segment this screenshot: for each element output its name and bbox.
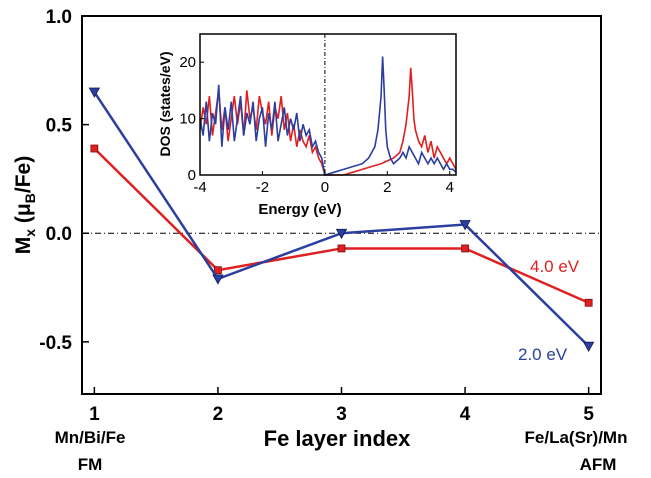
inset-x-axis-label: Energy (eV) bbox=[258, 201, 341, 218]
inset-y-tick-label: 0 bbox=[188, 167, 196, 184]
data-point-4ev bbox=[214, 266, 222, 275]
inset-y-tick-label: 10 bbox=[179, 111, 196, 128]
inset-x-tick-label: 0 bbox=[321, 179, 329, 196]
main-x-tick-label: 2 bbox=[213, 404, 224, 425]
main-x-axis-label: Fe layer index bbox=[264, 426, 412, 451]
main-y-tick-label: 1.0 bbox=[46, 7, 72, 28]
main-y-tick-label: 0.5 bbox=[46, 116, 73, 137]
main-x-tick-label: 5 bbox=[583, 404, 594, 425]
main-x-ticks: 1 2 3 4 5 bbox=[89, 387, 594, 425]
inset-frame bbox=[199, 33, 457, 176]
data-point-2ev bbox=[335, 228, 348, 240]
main-x-tick-label: 1 bbox=[89, 404, 100, 425]
data-point-4ev bbox=[337, 244, 346, 253]
inset-y-axis-label: DOS (states/eV) bbox=[157, 51, 173, 156]
inset-y-ticks: 0 10 20 bbox=[179, 54, 204, 184]
main-series bbox=[88, 87, 595, 353]
right-magnetic-order-label: AFM bbox=[580, 455, 617, 474]
left-magnetic-order-label: FM bbox=[78, 455, 103, 474]
main-x-tick-label: 4 bbox=[460, 404, 471, 425]
main-y-ticks: 1.0 0.5 0.0 -0.5 bbox=[39, 7, 89, 354]
inset-y-tick-label: 20 bbox=[179, 54, 196, 71]
data-point-4ev bbox=[90, 144, 99, 153]
main-x-tick-label: 3 bbox=[336, 404, 347, 425]
inset-x-tick-label: -4 bbox=[193, 179, 206, 196]
data-point-2ev bbox=[212, 274, 224, 285]
inset-dos-curve-red bbox=[199, 67, 457, 176]
series-label-2ev: 2.0 eV bbox=[518, 345, 568, 364]
main-y-tick-label: 0.0 bbox=[46, 224, 72, 245]
inset-x-ticks: -4 -2 0 2 4 bbox=[193, 171, 454, 196]
inset-dos-curve-blue bbox=[199, 56, 457, 177]
data-point-2ev bbox=[582, 341, 595, 353]
right-interface-label: Fe/La(Sr)/Mn bbox=[525, 428, 628, 447]
series-label-4ev: 4.0 eV bbox=[530, 257, 580, 276]
data-point-2ev bbox=[459, 220, 471, 231]
data-point-2ev bbox=[88, 87, 101, 98]
left-interface-label: Mn/Bi/Fe bbox=[55, 428, 126, 447]
inset-series bbox=[199, 56, 457, 177]
data-point-4ev bbox=[461, 244, 469, 253]
main-y-axis-label: Mx (μB/Fe) bbox=[12, 156, 38, 254]
data-point-4ev bbox=[584, 298, 593, 307]
inset-x-tick-label: 2 bbox=[383, 179, 391, 196]
main-y-tick-label: -0.5 bbox=[39, 333, 72, 354]
inset-background bbox=[200, 34, 456, 175]
inset-x-tick-label: -2 bbox=[256, 179, 269, 196]
inset-x-tick-label: 4 bbox=[446, 179, 454, 196]
